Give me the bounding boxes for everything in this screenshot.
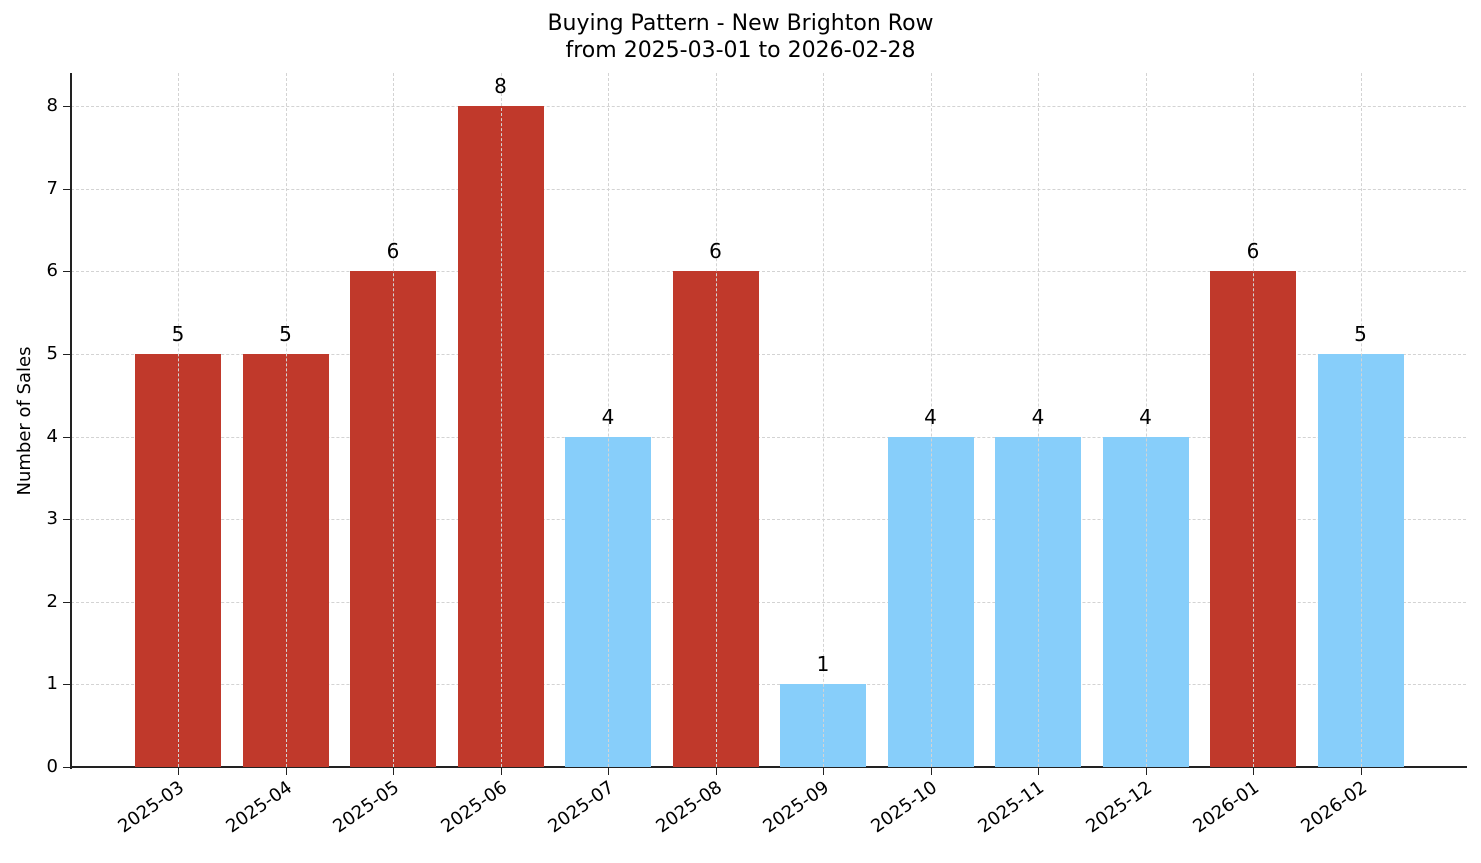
x-tick: [285, 768, 287, 775]
chart-title-main: Buying Pattern - New Brighton Row: [547, 11, 934, 36]
y-tick-label: 1: [46, 673, 58, 695]
h-gridline: [71, 106, 1466, 108]
x-tick: [715, 768, 717, 775]
y-tick-label: 8: [46, 95, 58, 117]
bar-value-label: 6: [386, 239, 400, 264]
h-gridline: [71, 188, 1466, 190]
x-tick-label: 2025-10: [866, 776, 941, 838]
bar-value-label: 8: [494, 74, 507, 99]
y-tick-label: 4: [46, 425, 58, 447]
plot-area: 5 5 6 8 4 6 1 4 4 4 6 5: [71, 73, 1466, 767]
y-tick: [63, 601, 70, 603]
v-gridline: [823, 73, 824, 767]
v-gridline: [930, 73, 932, 767]
x-tick-label: 2025-09: [759, 776, 833, 838]
v-gridline: [608, 73, 609, 767]
y-tick: [63, 353, 70, 355]
x-tick-label: 2025-03: [114, 776, 188, 838]
x-tick: [1145, 768, 1147, 775]
x-tick: [1253, 768, 1254, 775]
y-tick: [63, 519, 70, 521]
h-gridline: [71, 519, 1466, 521]
x-tick-label: 2025-05: [329, 776, 403, 838]
x-tick-label: 2025-12: [1081, 776, 1156, 838]
bar-value-label: 5: [279, 321, 292, 346]
x-tick: [608, 768, 609, 775]
bar-value-label: 4: [924, 404, 937, 429]
chart-title: Buying Pattern - New Brighton Row from 2…: [0, 10, 1481, 64]
v-gridline: [500, 73, 502, 767]
h-gridline: [71, 601, 1466, 603]
y-tick: [63, 684, 70, 686]
bar-value-label: 4: [1139, 404, 1152, 429]
x-tick-label: 2025-11: [974, 776, 1048, 838]
x-axis-line: [70, 766, 1467, 768]
y-tick-label: 7: [46, 177, 58, 199]
x-tick: [1038, 768, 1039, 775]
y-tick-label: 6: [46, 260, 58, 282]
x-tick: [178, 768, 179, 775]
h-gridline: [71, 271, 1466, 273]
x-tick-label: 2026-01: [1189, 776, 1263, 838]
v-gridline: [1038, 73, 1039, 767]
bar-value-label: 1: [816, 652, 830, 677]
v-gridline: [1253, 73, 1254, 767]
y-tick-label: 0: [46, 756, 58, 777]
y-axis-line: [70, 73, 72, 769]
v-gridline: [1145, 73, 1147, 767]
chart-subtitle: from 2025-03-01 to 2026-02-28: [565, 38, 916, 63]
v-gridline: [178, 73, 179, 767]
x-tick-label: 2026-02: [1296, 776, 1371, 838]
h-gridline: [71, 353, 1466, 355]
x-tick: [1360, 768, 1362, 775]
bar-value-label: 5: [1354, 321, 1367, 346]
bar-value-label: 4: [601, 404, 615, 429]
y-tick-label: 5: [46, 342, 58, 364]
x-tick-label: 2025-07: [544, 776, 618, 838]
y-tick: [63, 767, 70, 768]
y-tick-label: 3: [46, 508, 58, 530]
y-axis-label: Number of Sales: [14, 346, 35, 496]
x-tick-label: 2025-06: [436, 776, 511, 838]
y-tick: [63, 106, 70, 108]
bar-value-label: 6: [709, 239, 722, 264]
v-gridline: [715, 73, 717, 767]
x-tick: [823, 768, 824, 775]
h-gridline: [71, 684, 1466, 686]
bar-value-label: 5: [171, 321, 185, 346]
v-gridline: [1360, 73, 1362, 767]
x-tick-label: 2025-08: [651, 776, 726, 838]
x-tick: [500, 768, 502, 775]
h-gridline: [71, 436, 1466, 438]
v-gridline: [393, 73, 394, 767]
y-tick: [63, 271, 70, 273]
bar-value-label: 4: [1031, 404, 1045, 429]
bar-value-label: 6: [1246, 239, 1260, 264]
v-gridline: [285, 73, 287, 767]
x-tick: [393, 768, 394, 775]
x-tick-label: 2025-04: [221, 776, 296, 838]
y-tick: [63, 436, 70, 438]
y-tick: [63, 188, 70, 190]
y-tick-label: 2: [46, 590, 58, 612]
x-tick: [930, 768, 932, 775]
